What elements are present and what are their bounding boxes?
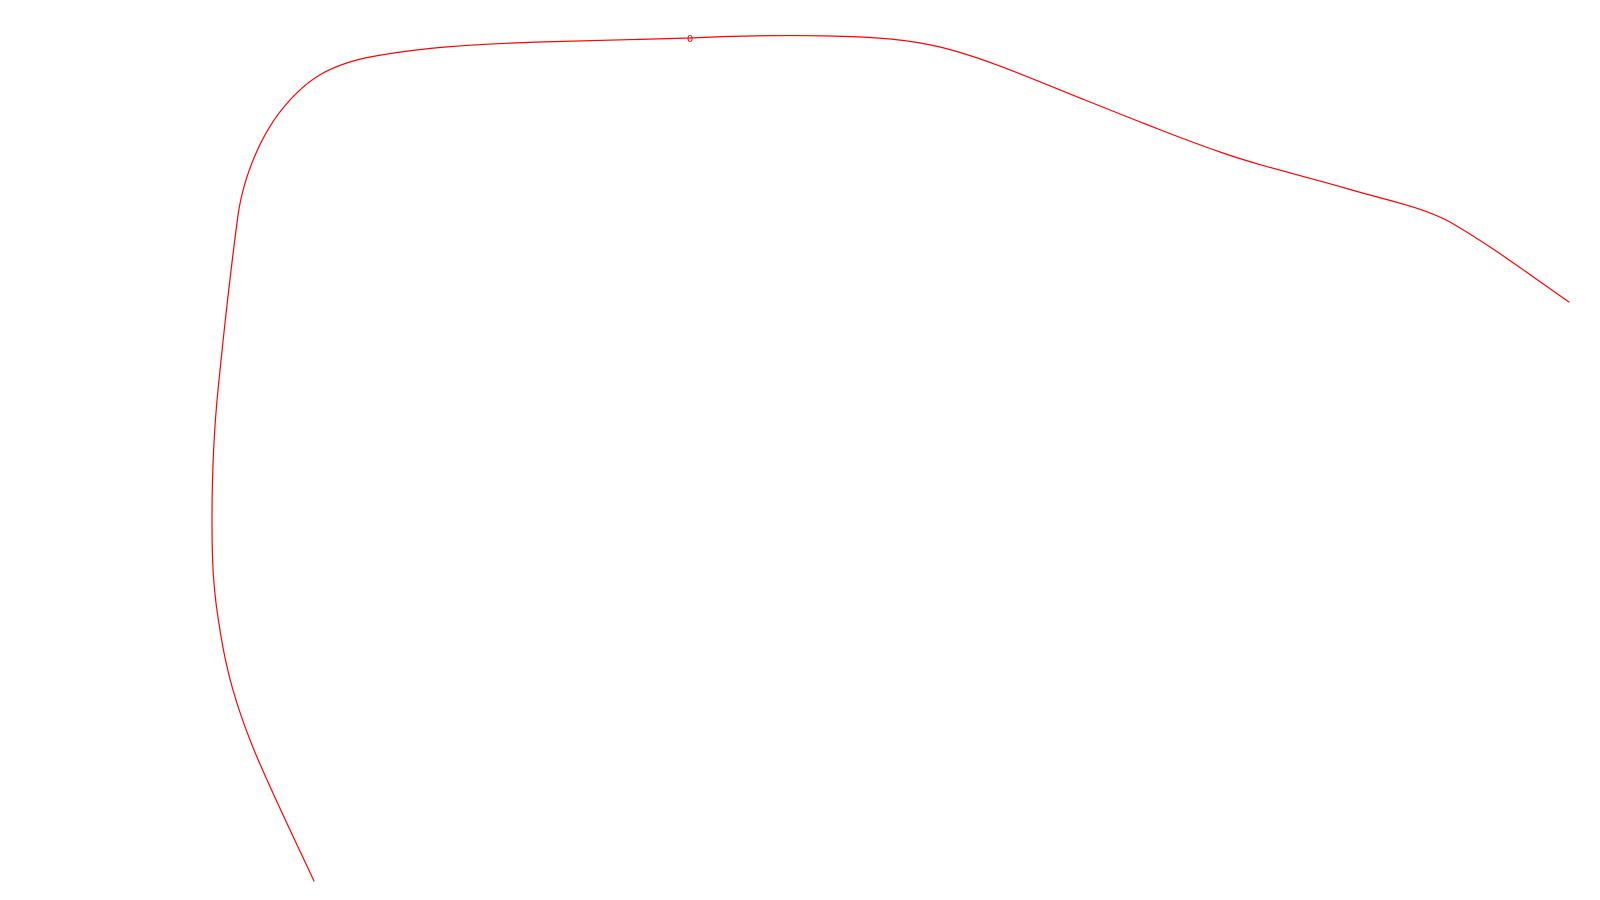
- curve-label: 0: [687, 34, 693, 45]
- curve-line: [211, 35, 1570, 882]
